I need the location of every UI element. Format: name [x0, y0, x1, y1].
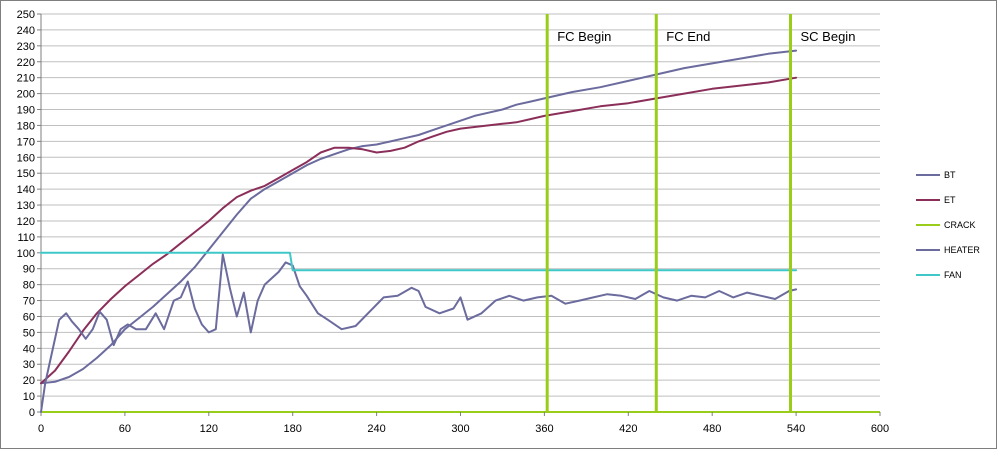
series-line-heater [40, 253, 798, 413]
y-tick-label: 90 [23, 264, 35, 276]
y-tick-label: 110 [17, 232, 35, 244]
x-tick-label: 180 [284, 423, 302, 435]
y-tick-label: 60 [23, 311, 35, 323]
crack-label: SC Begin [801, 29, 856, 44]
y-tick-label: 160 [17, 152, 35, 164]
x-tick-label: 480 [703, 423, 721, 435]
series-line-et [40, 76, 798, 385]
crack-label: FC End [666, 29, 710, 44]
crack-events: FC Begin FC End SC Begin [545, 14, 856, 412]
y-tick-label: 0 [29, 407, 35, 419]
y-tick-label: 170 [17, 136, 35, 148]
y-tick-label: 20 [23, 375, 35, 387]
y-tick-label: 30 [23, 359, 35, 371]
y-tick-label: 100 [17, 248, 35, 260]
y-tick-label: 150 [17, 168, 35, 180]
series-line-bt [40, 49, 798, 385]
y-tick-label: 230 [17, 41, 35, 53]
x-tick-label: 240 [367, 423, 385, 435]
y-tick-label: 70 [23, 296, 35, 308]
x-tick-label: 420 [619, 423, 637, 435]
legend-label-bt: BT [944, 170, 956, 180]
y-tick-label: 40 [23, 343, 35, 355]
legend-label-et: ET [944, 195, 956, 205]
y-tick-label: 120 [17, 216, 35, 228]
y-tick-label: 80 [23, 280, 35, 292]
gridlines [41, 13, 880, 397]
y-tick-label: 250 [17, 9, 35, 21]
series-group [40, 49, 798, 413]
x-tick-label: 600 [871, 423, 889, 435]
series-line-fan [40, 251, 798, 272]
x-tick-label: 360 [535, 423, 553, 435]
legend-label-fan: FAN [944, 270, 962, 280]
axes: 0 10 20 30 40 50 60 70 80 90 100 110 120 130 140 150 160… [17, 9, 890, 435]
y-tick-label: 50 [23, 327, 35, 339]
y-tick-label: 210 [17, 73, 35, 85]
y-tick-label: 200 [17, 89, 35, 101]
y-tick-label: 240 [17, 25, 35, 37]
x-tick-label: 540 [787, 423, 805, 435]
y-tick-label: 220 [17, 57, 35, 69]
y-tick-label: 10 [23, 391, 35, 403]
y-tick-label: 140 [17, 184, 35, 196]
x-tick-label: 120 [200, 423, 218, 435]
y-tick-label: 190 [17, 105, 35, 117]
legend: BT ET CRACK HEATER FAN [916, 170, 980, 280]
crack-label: FC Begin [557, 29, 611, 44]
x-tick-label: 300 [451, 423, 469, 435]
legend-label-crack: CRACK [944, 220, 976, 230]
y-tick-label: 180 [17, 120, 35, 132]
legend-label-heater: HEATER [944, 245, 980, 255]
y-tick-label: 130 [17, 200, 35, 212]
x-tick-label: 0 [38, 423, 44, 435]
x-tick-label: 60 [119, 423, 131, 435]
